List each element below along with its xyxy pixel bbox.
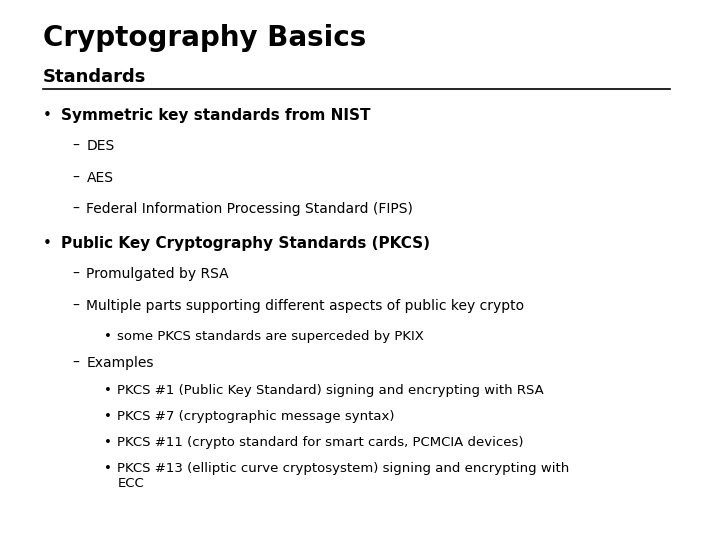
Text: •: •	[104, 462, 112, 475]
Text: –: –	[72, 202, 79, 216]
Text: Symmetric key standards from NIST: Symmetric key standards from NIST	[61, 108, 371, 123]
Text: Federal Information Processing Standard (FIPS): Federal Information Processing Standard …	[86, 202, 413, 216]
Text: PKCS #13 (elliptic curve cryptosystem) signing and encrypting with
ECC: PKCS #13 (elliptic curve cryptosystem) s…	[117, 462, 570, 490]
Text: •: •	[104, 436, 112, 449]
Text: •: •	[104, 330, 112, 343]
Text: Cryptography Basics: Cryptography Basics	[43, 24, 366, 52]
Text: Multiple parts supporting different aspects of public key crypto: Multiple parts supporting different aspe…	[86, 299, 525, 313]
Text: Public Key Cryptography Standards (PKCS): Public Key Cryptography Standards (PKCS)	[61, 236, 431, 251]
Text: •: •	[104, 384, 112, 397]
Text: PKCS #1 (Public Key Standard) signing and encrypting with RSA: PKCS #1 (Public Key Standard) signing an…	[117, 384, 544, 397]
Text: PKCS #11 (crypto standard for smart cards, PCMCIA devices): PKCS #11 (crypto standard for smart card…	[117, 436, 524, 449]
Text: –: –	[72, 267, 79, 281]
Text: Standards: Standards	[43, 68, 147, 85]
Text: •: •	[43, 236, 52, 251]
Text: PKCS #7 (cryptographic message syntax): PKCS #7 (cryptographic message syntax)	[117, 410, 395, 423]
Text: •: •	[43, 108, 52, 123]
Text: some PKCS standards are superceded by PKIX: some PKCS standards are superceded by PK…	[117, 330, 424, 343]
Text: •: •	[104, 410, 112, 423]
Text: –: –	[72, 356, 79, 370]
Text: AES: AES	[86, 171, 114, 185]
Text: –: –	[72, 171, 79, 185]
Text: –: –	[72, 299, 79, 313]
Text: –: –	[72, 139, 79, 153]
Text: Examples: Examples	[86, 356, 154, 370]
Text: DES: DES	[86, 139, 114, 153]
Text: Promulgated by RSA: Promulgated by RSA	[86, 267, 229, 281]
